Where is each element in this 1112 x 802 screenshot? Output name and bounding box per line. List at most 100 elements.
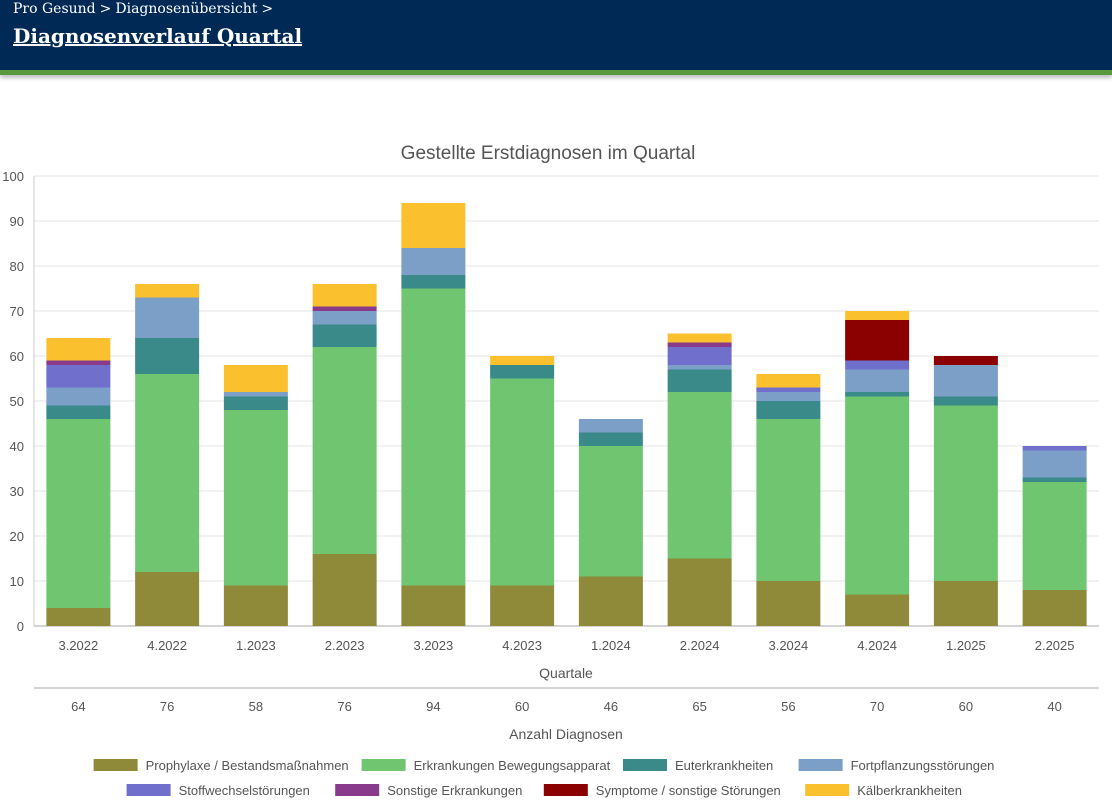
- x-axis-title: Quartale: [539, 665, 593, 681]
- breadcrumb-item-pro-gesund[interactable]: Pro Gesund: [13, 1, 96, 17]
- bar-segment: [46, 387, 111, 406]
- y-tick-label: 10: [10, 574, 24, 589]
- legend-label: Sonstige Erkrankungen: [387, 783, 522, 798]
- x-tick-label: 4.2024: [857, 638, 897, 653]
- bar-segment: [845, 360, 910, 370]
- bar-segment: [46, 360, 111, 365]
- bar-segment: [46, 365, 111, 388]
- bar-segment: [401, 203, 466, 248]
- x-tick-label: 1.2025: [946, 638, 986, 653]
- bar-segment: [46, 608, 111, 626]
- x-tick-label: 3.2022: [58, 638, 98, 653]
- legend-label: Kälberkrankheiten: [857, 783, 962, 798]
- bar-segment: [578, 419, 643, 433]
- bar-segment: [490, 365, 555, 379]
- x-tick-label: 3.2023: [413, 638, 453, 653]
- x-tick-label: 4.2022: [147, 638, 187, 653]
- bar-segment: [135, 284, 200, 298]
- bar-segment: [312, 284, 377, 307]
- x-tick-label: 1.2024: [591, 638, 631, 653]
- total-label: 46: [604, 699, 618, 714]
- y-tick-label: 50: [10, 394, 24, 409]
- total-label: 65: [692, 699, 706, 714]
- breadcrumb-item-diagnosenuebersicht[interactable]: Diagnosenübersicht: [115, 1, 258, 17]
- legend-swatch: [126, 784, 171, 796]
- bar-segment: [223, 410, 288, 586]
- page-title: Diagnosenverlauf Quartal: [13, 24, 303, 48]
- bar-segment: [845, 594, 910, 626]
- bar-segment: [46, 419, 111, 608]
- y-tick-label: 20: [10, 529, 24, 544]
- bar-segment: [312, 324, 377, 347]
- legend-label: Erkrankungen Bewegungsapparat: [414, 758, 611, 773]
- bar-segment: [1022, 482, 1087, 590]
- total-label: 58: [249, 699, 263, 714]
- bar-segment: [933, 365, 998, 397]
- bar-segment: [1022, 477, 1087, 482]
- y-tick-label: 70: [10, 304, 24, 319]
- breadcrumb: Pro Gesund > Diagnosenübersicht >: [13, 1, 277, 17]
- x-tick-label: 1.2023: [236, 638, 276, 653]
- bar-segment: [135, 374, 200, 572]
- y-tick-label: 30: [10, 484, 24, 499]
- bar-segment: [1022, 450, 1087, 478]
- bar-segment: [845, 396, 910, 595]
- y-tick-label: 90: [10, 214, 24, 229]
- bar-segment: [490, 356, 555, 365]
- bar-segment: [223, 365, 288, 392]
- y-tick-label: 80: [10, 259, 24, 274]
- bar-segment: [401, 248, 466, 275]
- legend-swatch: [361, 759, 406, 771]
- bar-segment: [312, 306, 377, 311]
- total-label: 70: [870, 699, 884, 714]
- total-label: 94: [426, 699, 440, 714]
- bar-segment: [756, 392, 821, 401]
- bar-segment: [933, 396, 998, 406]
- y-tick-label: 60: [10, 349, 24, 364]
- bar-segment: [933, 356, 998, 365]
- bar-segment: [756, 374, 821, 388]
- x-tick-label: 2.2025: [1035, 638, 1075, 653]
- bar-segment: [756, 581, 821, 626]
- y-tick-label: 40: [10, 439, 24, 454]
- x-tick-label: 2.2023: [325, 638, 365, 653]
- bar-segment: [756, 419, 821, 581]
- legend-swatch: [543, 784, 588, 796]
- total-label: 40: [1047, 699, 1061, 714]
- bar-segment: [135, 338, 200, 374]
- legend-label: Euterkrankheiten: [675, 758, 773, 773]
- legend-label: Prophylaxe / Bestandsmaßnahmen: [146, 758, 349, 773]
- bar-segment: [845, 311, 910, 320]
- y-tick-label: 0: [17, 619, 24, 634]
- bar-segment: [667, 392, 732, 559]
- bar-segment: [312, 554, 377, 626]
- total-label: 56: [781, 699, 795, 714]
- total-label: 76: [337, 699, 351, 714]
- legend-swatch: [93, 759, 138, 771]
- total-label: 76: [160, 699, 174, 714]
- bar-segment: [490, 378, 555, 586]
- legend-swatch: [805, 784, 850, 796]
- bar-segment: [756, 401, 821, 419]
- total-label: 60: [959, 699, 973, 714]
- bar-segment: [578, 576, 643, 626]
- bar-segment: [578, 446, 643, 577]
- bar-segment: [845, 320, 910, 361]
- chart-title: Gestellte Erstdiagnosen im Quartal: [401, 143, 696, 164]
- bar-segment: [223, 585, 288, 626]
- app-header: Pro Gesund > Diagnosenübersicht > Diagnosen…: [0, 0, 1112, 75]
- bar-segment: [933, 581, 998, 626]
- x-tick-label: 4.2023: [502, 638, 542, 653]
- x2-axis-title: Anzahl Diagnosen: [509, 726, 623, 742]
- bar-segment: [1022, 446, 1087, 451]
- bar-segment: [845, 369, 910, 392]
- bar-segment: [845, 392, 910, 397]
- bar-segment: [223, 396, 288, 410]
- legend-label: Symptome / sonstige Störungen: [596, 783, 781, 798]
- bar-segment: [578, 432, 643, 446]
- bar-segment: [490, 585, 555, 626]
- bar-segment: [667, 369, 732, 392]
- total-label: 60: [515, 699, 529, 714]
- bar-segment: [135, 297, 200, 338]
